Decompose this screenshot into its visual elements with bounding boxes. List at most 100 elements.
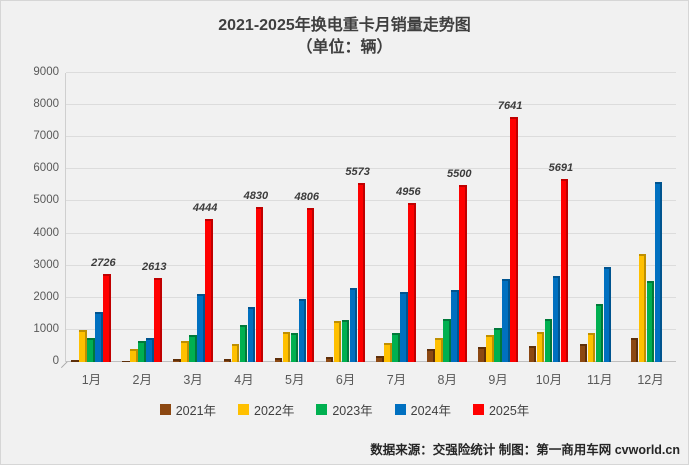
bar-2022年-11月	[587, 333, 596, 362]
value-label-10月: 5691	[548, 162, 574, 175]
bar-2024年-4月	[247, 307, 256, 362]
y-axis-label: 8000	[33, 98, 59, 111]
legend-label: 2021年	[175, 404, 217, 418]
bar-2022年-12月	[638, 254, 647, 362]
bar-2024年-1月	[95, 312, 103, 362]
value-label-7月: 4956	[396, 185, 421, 198]
bar-2021年-4月	[223, 358, 232, 362]
legend-item-2025年: 2025年	[472, 400, 530, 419]
value-label-8月: 5500	[447, 168, 472, 181]
bar-2025年-5月	[306, 207, 315, 362]
x-axis-label-9月: 9月	[488, 373, 508, 387]
gridline	[66, 232, 676, 234]
bar-2025年-4月	[255, 206, 264, 362]
gridline	[66, 168, 676, 170]
legend-swatch	[238, 404, 250, 415]
bar-2022年-6月	[333, 321, 342, 362]
legend: 2021年 2022年 2023年 2024年 2025年	[1, 400, 688, 419]
bar-2023年-4月	[239, 325, 248, 362]
gridline	[66, 264, 676, 266]
value-label-5月: 4806	[294, 190, 319, 203]
x-axis-label-10月: 10月	[535, 373, 563, 387]
chart-subtitle: （单位：辆）	[296, 38, 393, 56]
legend-swatch	[159, 404, 171, 415]
legend-swatch	[472, 404, 484, 415]
bar-2023年-5月	[290, 332, 299, 362]
legend-label: 2024年	[410, 404, 451, 418]
value-label-2月: 2613	[142, 261, 167, 274]
bar-2021年-6月	[325, 356, 334, 362]
legend-swatch	[394, 404, 406, 415]
x-axis-baseline	[66, 361, 676, 362]
value-label-3月: 4444	[192, 202, 218, 215]
bar-2023年-6月	[341, 319, 350, 362]
bar-2025年-1月	[103, 274, 111, 362]
axis-origin-tick	[60, 360, 69, 369]
x-axis-label-3月: 3月	[183, 373, 203, 387]
legend-swatch	[316, 404, 328, 415]
bar-2022年-7月	[384, 342, 392, 362]
gridline	[66, 200, 676, 202]
bar-2023年-9月	[494, 328, 502, 362]
x-axis-label-7月: 7月	[386, 373, 407, 387]
bar-2021年-5月	[274, 357, 283, 362]
legend-label: 2025年	[488, 404, 530, 418]
bar-2025年-10月	[560, 179, 569, 362]
legend-item-2021年: 2021年	[159, 400, 217, 419]
x-axis-label-2月: 2月	[132, 373, 152, 387]
legend-item-2024年: 2024年	[394, 400, 451, 419]
chart-title-block: 2021-2025年换电重卡月销量走势图 （单位：辆）	[1, 15, 688, 58]
value-label-4月: 4830	[243, 189, 269, 202]
plot-area: 2726 2613 4444 4830 4806 5573 4956 5500 7641 5691	[60, 72, 676, 369]
gridline	[66, 72, 676, 73]
legend-label: 2022年	[254, 404, 295, 418]
bar-2023年-7月	[392, 333, 400, 362]
y-axis-label: 9000	[33, 66, 59, 78]
x-axis-label-11月: 11月	[587, 373, 613, 387]
bar-2024年-7月	[400, 292, 408, 362]
bar-2025年-3月	[205, 219, 213, 362]
value-label-1月: 2726	[91, 257, 116, 270]
value-label-9月: 7641	[497, 99, 523, 112]
bar-2023年-10月	[544, 318, 553, 362]
gridline	[66, 296, 676, 298]
bar-2021年-9月	[478, 346, 486, 362]
gridline	[66, 104, 676, 106]
gridline	[66, 328, 676, 330]
bar-2024年-5月	[298, 299, 307, 362]
bar-2023年-2月	[138, 340, 146, 362]
bar-2024年-12月	[654, 182, 663, 362]
bar-2025年-7月	[408, 202, 416, 362]
chart-title: 2021-2025年换电重卡月销量走势图	[218, 17, 471, 34]
bar-2023年-1月	[87, 337, 95, 362]
bar-2022年-1月	[79, 329, 87, 362]
bar-2022年-2月	[130, 348, 138, 362]
bar-2022年-3月	[181, 341, 189, 362]
x-axis-label-5月: 5月	[285, 373, 305, 387]
x-axis-label-6月: 6月	[335, 373, 356, 387]
bar-2021年-7月	[376, 356, 384, 362]
y-axis-label: 3000	[33, 258, 59, 271]
value-label-6月: 5573	[345, 166, 370, 179]
legend-item-2023年: 2023年	[316, 400, 373, 419]
bar-2021年-1月	[71, 360, 79, 362]
bar-2022年-10月	[536, 332, 545, 362]
bar-2022年-8月	[435, 337, 443, 362]
x-axis-label-8月: 8月	[437, 373, 457, 387]
legend-label: 2023年	[332, 404, 373, 418]
bar-2022年-9月	[486, 335, 494, 362]
bar-2023年-3月	[189, 334, 197, 362]
bar-2022年-5月	[282, 332, 291, 362]
bar-2024年-10月	[552, 276, 561, 362]
bar-2024年-11月	[603, 266, 612, 362]
bar-2023年-11月	[595, 304, 604, 362]
bar-2025年-6月	[357, 183, 366, 362]
x-axis-label-1月: 1月	[81, 373, 102, 387]
bar-2025年-8月	[459, 185, 467, 362]
bar-2023年-12月	[646, 280, 655, 362]
bar-2022年-4月	[231, 344, 240, 362]
y-axis-label: 4000	[33, 226, 59, 239]
bar-2021年-2月	[122, 360, 130, 362]
x-axis-label-12月: 12月	[637, 373, 664, 387]
